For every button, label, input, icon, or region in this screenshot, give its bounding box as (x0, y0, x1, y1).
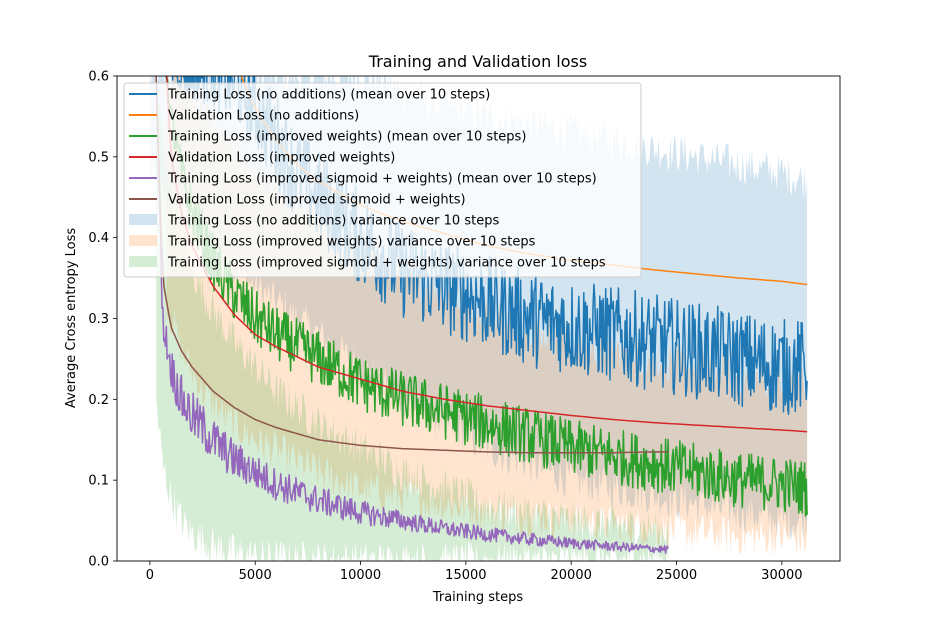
y-tick-label: 0.3 (88, 312, 109, 327)
y-tick-label: 0.6 (88, 70, 109, 85)
line-validation-loss-improved-sigmoid-weights (155, 76, 669, 454)
x-tick-label: 0 (146, 568, 154, 583)
x-tick-label: 25000 (656, 568, 697, 583)
x-tick-label: 5000 (239, 568, 272, 583)
line-training-loss-improved-weights-mean-over-10-steps (165, 76, 808, 517)
x-axis-ticks: 0 5000 10000 15000 20000 25000 30000 (146, 561, 803, 583)
legend-swatch (129, 256, 157, 267)
y-tick-label: 0.0 (88, 555, 109, 570)
y-tick-label: 0.1 (88, 474, 109, 489)
line-validation-loss-improved-weights (165, 76, 808, 433)
legend-label: Training Loss (improved sigmoid + weight… (167, 172, 597, 187)
legend-label: Training Loss (improved sigmoid + weight… (167, 256, 606, 271)
y-tick-label: 0.4 (88, 231, 109, 246)
legend-label: Training Loss (improved weights) varianc… (167, 235, 536, 250)
legend-swatch (129, 214, 157, 225)
y-tick-label: 0.2 (88, 393, 109, 408)
legend-label: Training Loss (no additions) variance ov… (167, 214, 499, 229)
legend-box (123, 82, 642, 278)
legend-label: Validation Loss (improved weights) (168, 151, 395, 166)
y-axis-label: Average Cross entropy Loss (64, 228, 79, 408)
x-tick-label: 10000 (340, 568, 381, 583)
chart-title: Training and Validation loss (368, 52, 587, 71)
legend-label: Validation Loss (improved sigmoid + weig… (168, 193, 466, 208)
legend-label: Training Loss (improved weights) (mean o… (167, 130, 526, 145)
legend-swatch (129, 235, 157, 246)
legend-label: Validation Loss (no additions) (168, 109, 359, 124)
x-tick-label: 15000 (445, 568, 486, 583)
y-axis-ticks: 0.0 0.1 0.2 0.3 0.4 0.5 0.6 (88, 70, 117, 570)
legend-label: Training Loss (no additions) (mean over … (167, 88, 490, 103)
x-tick-label: 30000 (761, 568, 802, 583)
x-axis-label: Training steps (432, 590, 524, 605)
band-training-loss-improved-weights-variance-over-10-steps (166, 76, 808, 557)
x-tick-label: 20000 (551, 568, 592, 583)
band-training-loss-improved-sigmoid-weights-variance-over-10-steps (156, 76, 669, 561)
line-training-loss-improved-sigmoid-weights-mean-over-10-steps (155, 76, 669, 554)
legend: Training Loss (no additions) (mean over … (123, 82, 642, 278)
y-tick-label: 0.5 (88, 150, 109, 165)
